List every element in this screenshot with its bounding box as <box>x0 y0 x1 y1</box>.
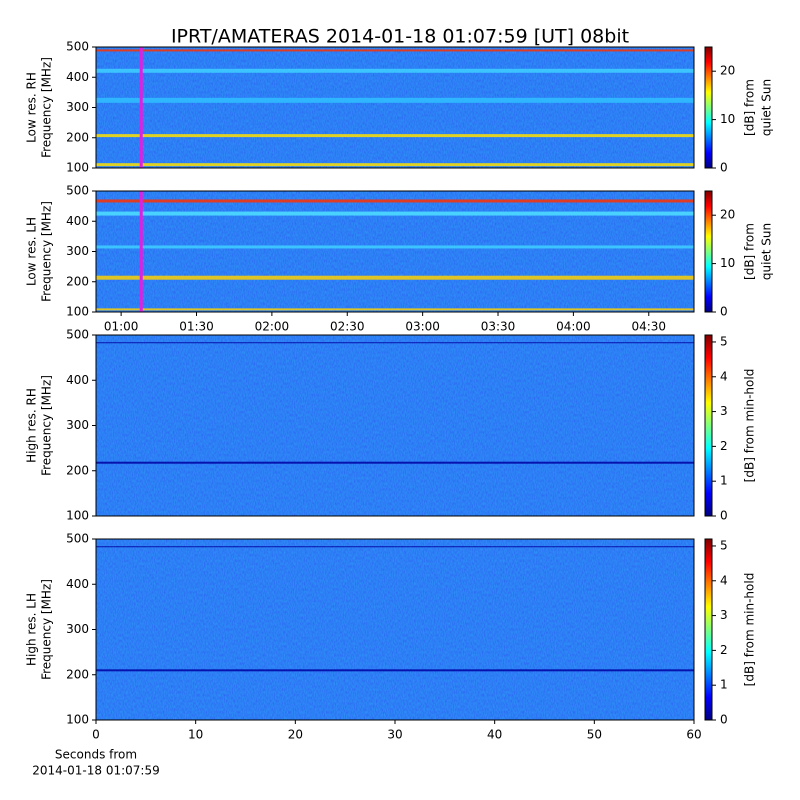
spectrogram-band <box>96 669 694 672</box>
spectrogram-band <box>96 163 694 167</box>
spectrogram-band <box>96 245 694 249</box>
spectrogram-noise <box>96 191 694 312</box>
x-tick-label: 20 <box>288 728 303 742</box>
x-tick-label: 60 <box>686 728 701 742</box>
y-tick-label: 100 <box>66 509 89 523</box>
y-tick-label: 200 <box>66 667 89 681</box>
colorbar <box>704 190 713 313</box>
x-tick-label: 0 <box>92 728 100 742</box>
colorbar-tick-label: 0 <box>720 161 728 175</box>
y-tick-label: 500 <box>66 328 89 342</box>
y-axis-label: Frequency [MHz] <box>40 579 54 680</box>
y-axis-label: Frequency [MHz] <box>40 375 54 476</box>
y-tick-label: 500 <box>66 532 89 546</box>
y-axis-label: High res. LH <box>25 593 39 666</box>
spectrogram-band <box>96 308 694 311</box>
spectrogram-noise <box>96 539 694 720</box>
colorbar <box>704 538 713 721</box>
x-tick-label: 02:30 <box>330 320 365 334</box>
x-tick-label: 04:30 <box>631 320 666 334</box>
y-tick-label: 100 <box>66 713 89 727</box>
colorbar-tick-label: 20 <box>720 64 735 78</box>
x-tick-label: 03:30 <box>481 320 516 334</box>
y-tick-label: 400 <box>66 214 89 228</box>
x-tick-label: 30 <box>387 728 402 742</box>
spectrogram-band <box>96 275 694 280</box>
y-axis-label: Frequency [MHz] <box>40 57 54 158</box>
x-axis-label: Seconds from <box>55 748 137 762</box>
colorbar-tick-label: 5 <box>720 538 728 552</box>
y-tick-label: 100 <box>66 161 89 175</box>
spectrogram-noise <box>96 335 694 516</box>
x-tick-label: 01:30 <box>179 320 214 334</box>
spectrogram-band <box>96 546 694 548</box>
colorbar-tick-label: 3 <box>720 608 728 622</box>
spectrogram-noise <box>96 47 694 168</box>
y-axis-label: Low res. RH <box>25 72 39 143</box>
y-tick-label: 300 <box>66 418 89 432</box>
colorbar-tick-label: 4 <box>720 573 728 587</box>
x-tick-label: 03:00 <box>405 320 440 334</box>
y-tick-label: 300 <box>66 244 89 258</box>
colorbar-label: quiet Sun <box>760 79 774 136</box>
spectrogram-band <box>96 342 694 344</box>
colorbar-tick-label: 2 <box>720 439 728 453</box>
chart-title: IPRT/AMATERAS 2014-01-18 01:07:59 [UT] 0… <box>171 26 629 48</box>
colorbar <box>704 46 713 169</box>
y-tick-label: 100 <box>66 305 89 319</box>
y-axis-label: Frequency [MHz] <box>40 201 54 302</box>
colorbar-tick-label: 5 <box>720 334 728 348</box>
y-tick-label: 500 <box>66 184 89 198</box>
spectrogram-band <box>96 49 694 52</box>
spectrogram-band <box>96 211 694 216</box>
colorbar-tick-label: 0 <box>720 509 728 523</box>
y-tick-label: 200 <box>66 463 89 477</box>
y-axis-label: High res. RH <box>25 388 39 463</box>
colorbar-tick-label: 20 <box>720 208 735 222</box>
colorbar-tick-label: 1 <box>720 678 728 692</box>
spectrogram-band <box>96 97 694 103</box>
y-tick-label: 200 <box>66 274 89 288</box>
colorbar-tick-label: 10 <box>720 256 735 270</box>
spectrogram-band <box>96 134 694 138</box>
colorbar-tick-label: 2 <box>720 643 728 657</box>
colorbar-tick-label: 10 <box>720 112 735 126</box>
colorbar-label: quiet Sun <box>760 223 774 280</box>
y-axis-label: Low res. LH <box>25 217 39 286</box>
x-tick-label: 40 <box>487 728 502 742</box>
x-tick-label: 04:00 <box>556 320 591 334</box>
colorbar-tick-label: 0 <box>720 305 728 319</box>
x-tick-label: 01:00 <box>104 320 139 334</box>
spectrogram-band <box>96 68 694 73</box>
spectrogram-band <box>96 461 694 464</box>
spectrogram-band <box>96 199 694 203</box>
x-tick-label: 50 <box>587 728 602 742</box>
colorbar-label: [dB] from <box>743 223 757 280</box>
y-tick-label: 300 <box>66 100 89 114</box>
colorbar <box>704 334 713 517</box>
colorbar-tick-label: 1 <box>720 474 728 488</box>
colorbar-tick-label: 3 <box>720 404 728 418</box>
colorbar-label: [dB] from min-hold <box>743 369 757 483</box>
y-tick-label: 200 <box>66 130 89 144</box>
y-tick-label: 400 <box>66 577 89 591</box>
x-tick-label: 10 <box>188 728 203 742</box>
colorbar-label: [dB] from min-hold <box>743 573 757 687</box>
y-tick-label: 400 <box>66 373 89 387</box>
colorbar-label: [dB] from <box>743 79 757 136</box>
colorbar-tick-label: 0 <box>720 713 728 727</box>
y-tick-label: 400 <box>66 70 89 84</box>
y-tick-label: 300 <box>66 622 89 636</box>
x-axis-label: 2014-01-18 01:07:59 <box>32 764 159 778</box>
y-tick-label: 500 <box>66 40 89 54</box>
x-tick-label: 02:00 <box>255 320 290 334</box>
colorbar-tick-label: 4 <box>720 369 728 383</box>
